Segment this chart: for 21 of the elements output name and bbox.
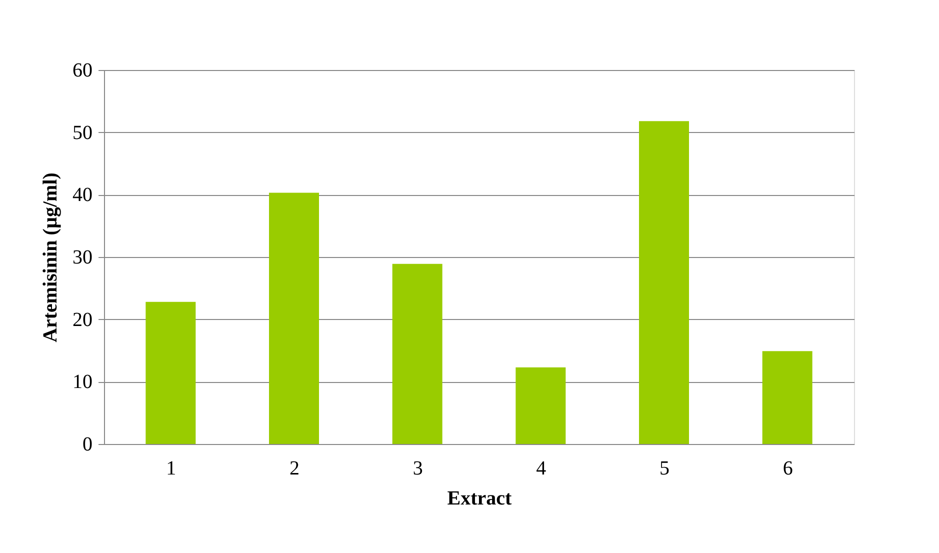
x-tick-label: 6 — [782, 458, 793, 480]
y-tick-label: 60 — [72, 60, 92, 82]
y-tick-label: 40 — [72, 184, 92, 206]
x-tick-label: 4 — [536, 458, 546, 480]
y-tick-label: 50 — [72, 122, 92, 144]
y-tick-label: 20 — [72, 308, 92, 331]
x-axis-title: Extract — [447, 488, 512, 510]
bar — [516, 367, 566, 444]
y-axis-title: Artemisinin (µg/ml) — [40, 172, 62, 342]
y-tick-label: 0 — [82, 434, 92, 456]
bar — [146, 302, 196, 444]
x-tick-label: 2 — [290, 458, 300, 480]
bar — [269, 192, 319, 444]
bar — [392, 264, 442, 444]
x-tick-label: 1 — [166, 458, 176, 480]
bar — [639, 121, 689, 444]
x-tick-label: 5 — [660, 458, 670, 480]
x-tick-label: 3 — [412, 458, 423, 480]
bar — [762, 351, 812, 444]
y-tick-label: 10 — [72, 371, 92, 394]
y-tick-label: 30 — [72, 246, 92, 268]
